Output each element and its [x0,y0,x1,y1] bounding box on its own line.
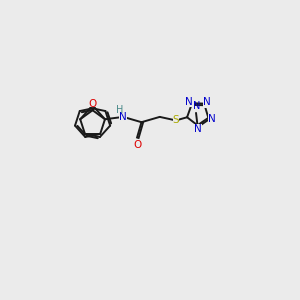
Text: H: H [116,105,123,116]
Text: N: N [203,97,211,107]
Text: O: O [133,140,141,150]
Text: N: N [208,114,216,124]
Text: N: N [193,100,200,111]
Text: S: S [172,116,179,125]
Text: N: N [194,124,201,134]
Text: N: N [185,97,193,107]
Text: N: N [119,112,127,122]
Text: O: O [88,99,97,109]
